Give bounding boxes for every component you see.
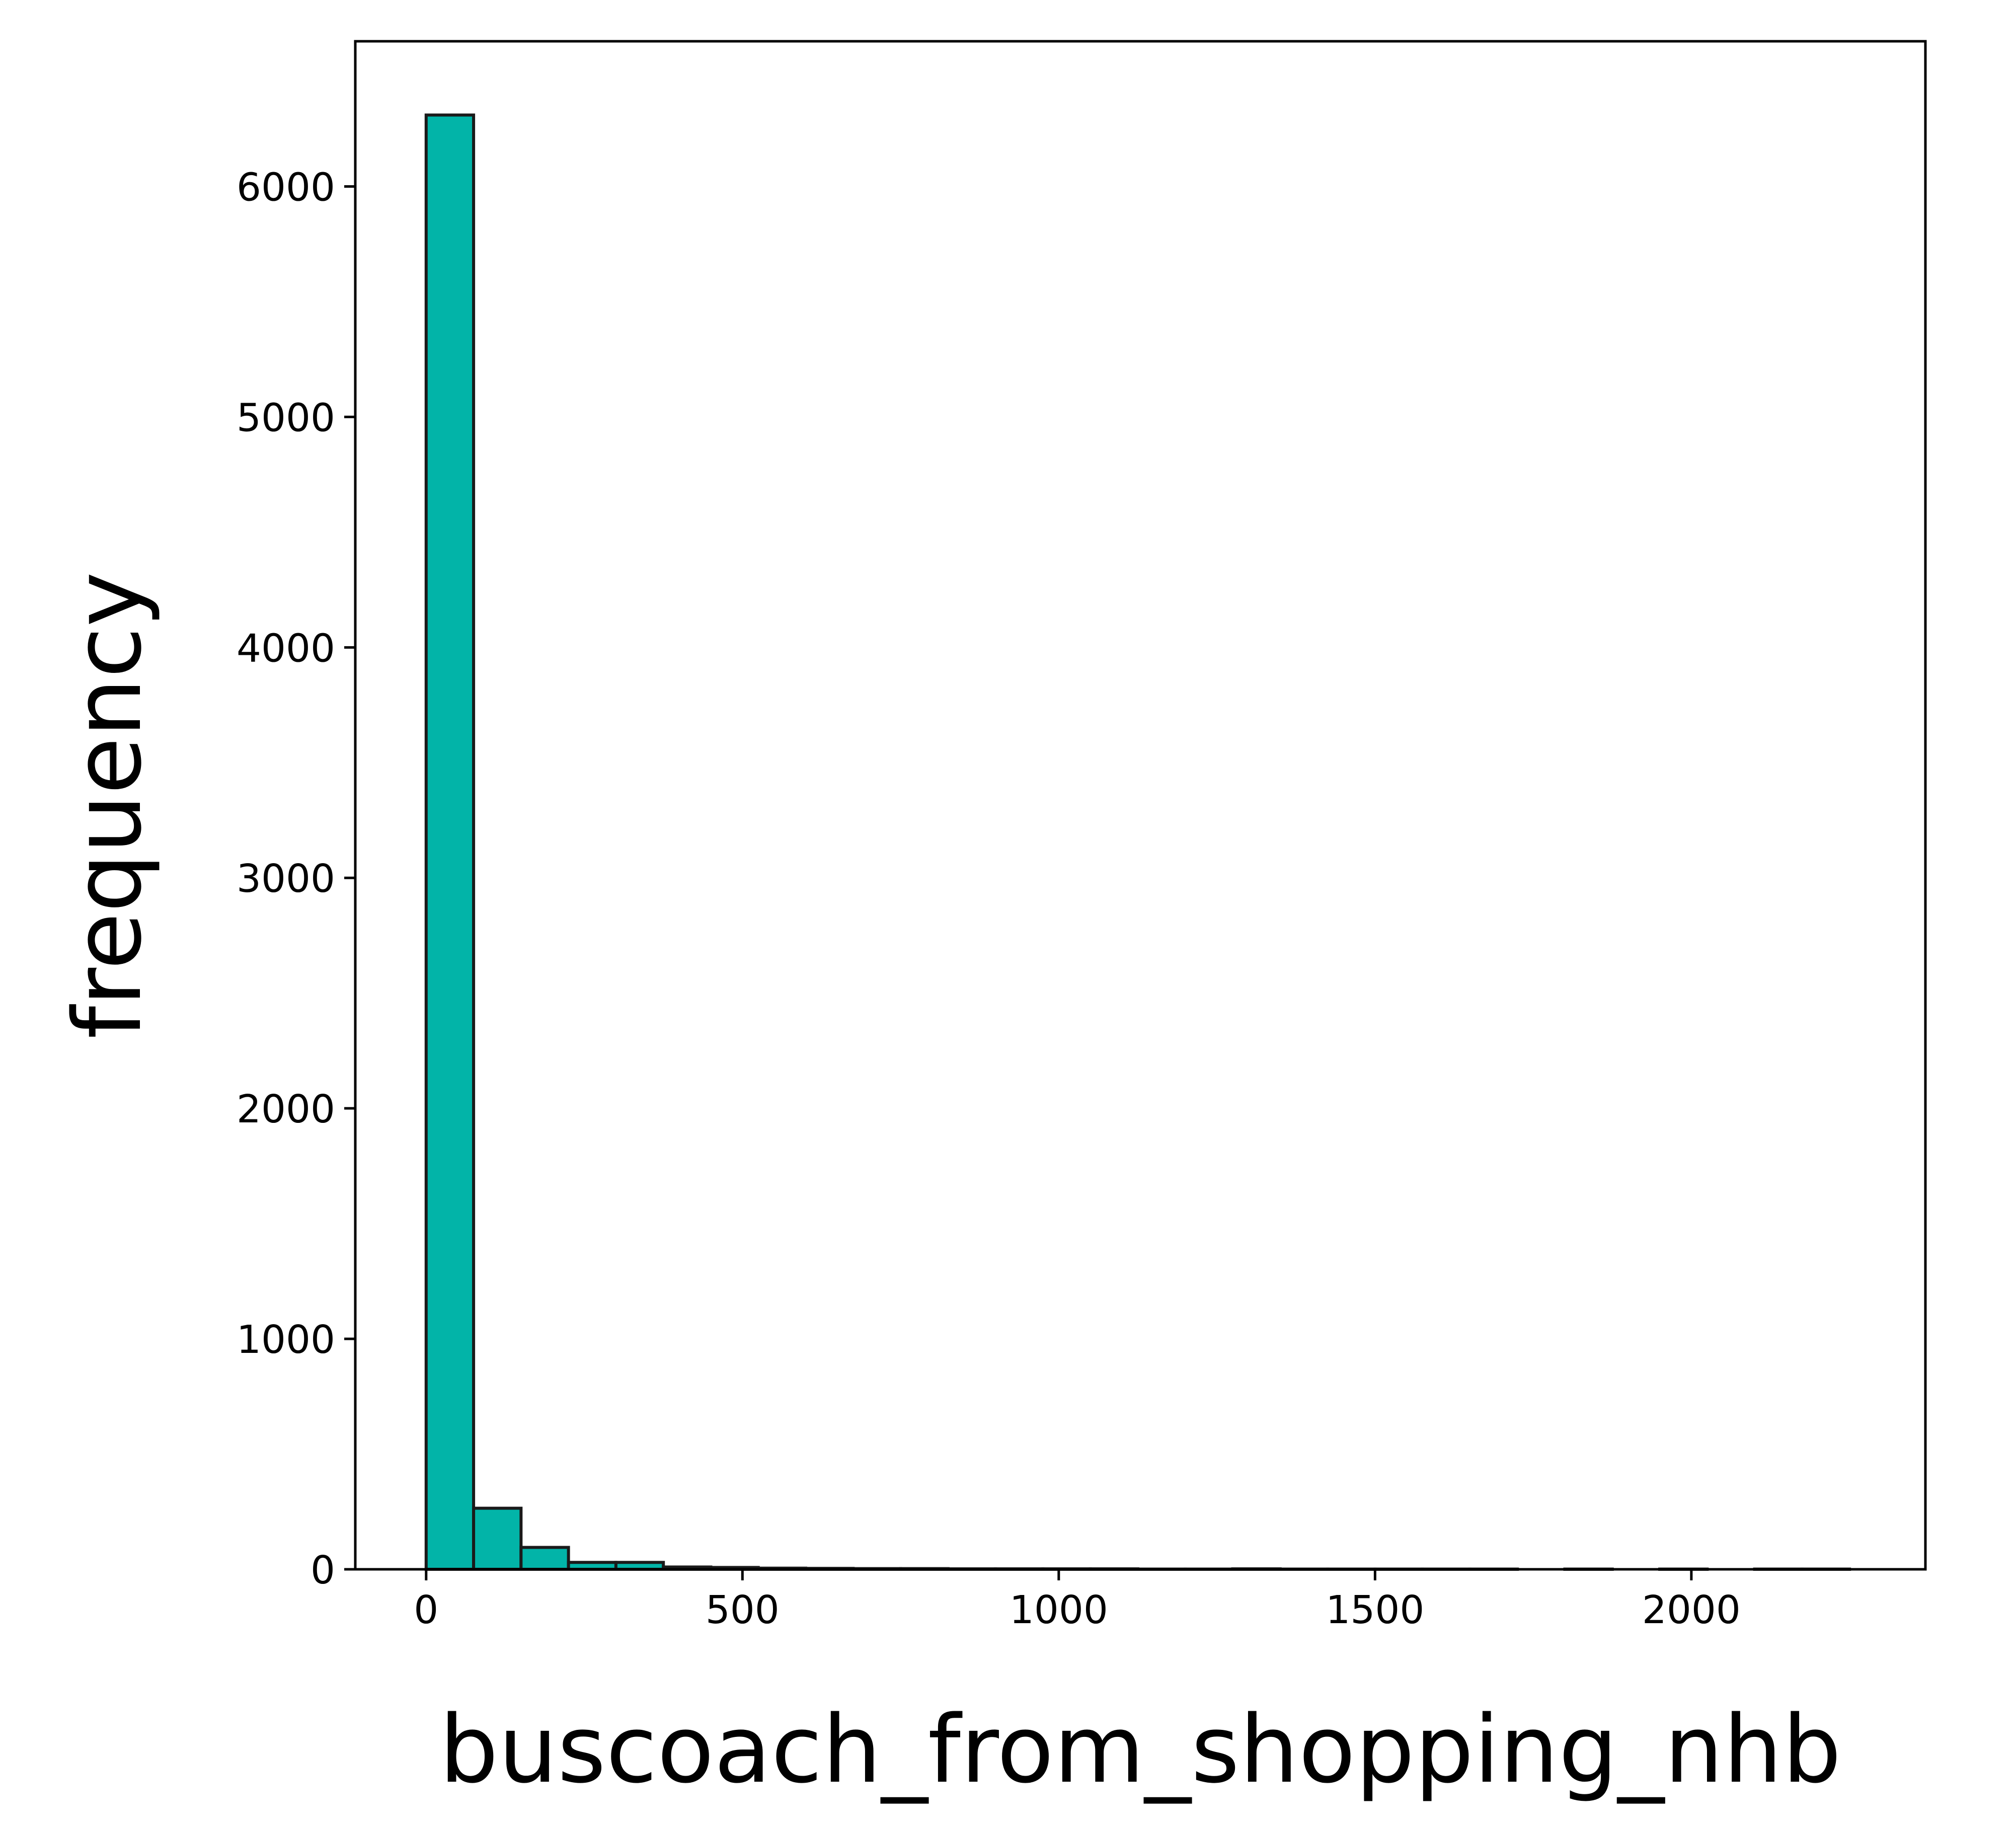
x-axis-label: buscoach_from_shopping_nhb [439,1695,1841,1804]
x-tick-label: 0 [414,1588,438,1633]
y-tick-label: 5000 [237,396,335,440]
plot-frame [354,40,1927,1571]
y-tick-label: 0 [311,1548,335,1593]
x-tick-label: 2000 [1642,1588,1741,1633]
y-tick-label: 3000 [237,857,335,901]
x-axis-ticks: 0 500 1000 1500 2000 [414,1569,1741,1633]
histogram-bar [472,1506,523,1571]
y-tick-label: 2000 [237,1087,335,1132]
y-axis-ticks: 0 1000 2000 3000 4000 5000 6000 [237,165,355,1593]
histogram-bar [519,1546,570,1571]
x-tick-label: 500 [706,1588,780,1633]
y-tick-label: 1000 [237,1318,335,1362]
y-tick-label: 6000 [237,165,335,210]
histogram-bar [424,113,476,1571]
plot-area [355,41,1925,1569]
y-axis-label: frequency [53,572,162,1039]
x-tick-label: 1500 [1326,1588,1424,1633]
y-tick-label: 4000 [237,626,335,671]
x-tick-label: 1000 [1010,1588,1108,1633]
